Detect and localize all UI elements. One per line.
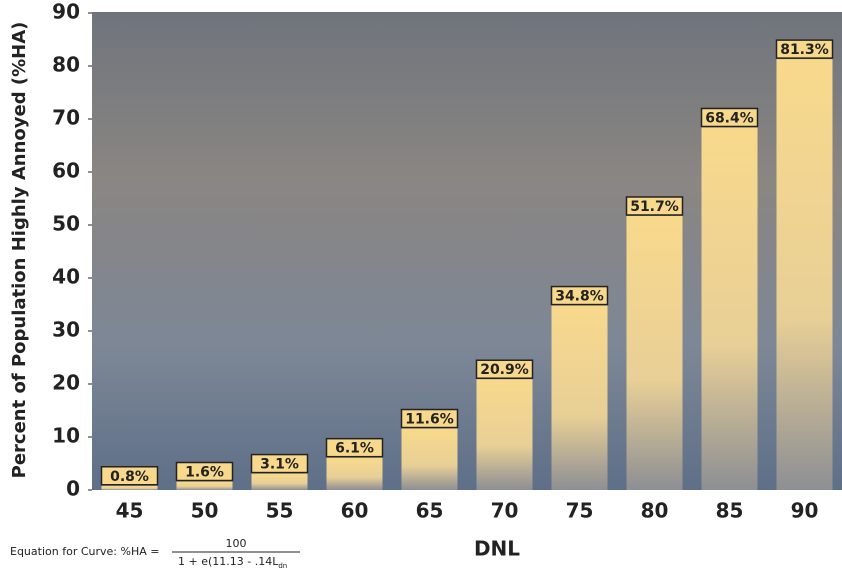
x-tick-label: 50 — [191, 499, 219, 523]
y-axis-label: Percent of Population Highly Annoyed (%H… — [9, 22, 30, 479]
denominator-text: 1 + e(11.13 - .14L — [178, 555, 279, 568]
x-tick-label: 80 — [641, 499, 669, 523]
value-label-box — [250, 453, 309, 474]
denominator-subscript: dn — [278, 562, 287, 570]
y-tick-label: 20 — [52, 371, 80, 395]
bar — [776, 59, 833, 491]
value-label-box — [175, 461, 234, 482]
value-label-box — [475, 359, 534, 379]
value-label-box — [100, 466, 159, 486]
x-tick-label: 55 — [266, 499, 294, 523]
value-label: 34.8% — [555, 289, 604, 305]
x-tick-label: 90 — [791, 499, 819, 523]
value-label: 3.1% — [260, 457, 299, 473]
x-tick-label: 45 — [116, 499, 144, 523]
equation: Equation for Curve: %HA = 100 1 + e(11.1… — [10, 537, 300, 570]
value-label-box — [550, 285, 609, 306]
bar — [551, 305, 608, 490]
y-tick-label: 0 — [66, 477, 80, 501]
y-tick-label: 50 — [52, 212, 80, 236]
bar — [701, 127, 758, 490]
y-tick-label: 10 — [52, 424, 80, 448]
bar — [251, 473, 308, 490]
value-label-box — [700, 107, 759, 128]
value-label: 51.7% — [630, 199, 679, 215]
x-tick-label: 60 — [341, 499, 369, 523]
x-tick-label: 85 — [716, 499, 744, 523]
y-tick-label: 80 — [52, 53, 80, 77]
x-tick-label: 65 — [416, 499, 444, 523]
value-label-box — [325, 437, 384, 458]
y-tick-label: 60 — [52, 159, 80, 183]
value-label-box — [400, 408, 459, 429]
y-tick-label: 40 — [52, 265, 80, 289]
equation-denominator: 1 + e(11.13 - .14Ldn — [178, 555, 287, 570]
value-label: 11.6% — [405, 412, 454, 428]
value-label: 6.1% — [335, 441, 374, 457]
bar — [101, 485, 158, 490]
value-label: 20.9% — [480, 362, 529, 378]
x-tick-label: 70 — [491, 499, 519, 523]
bar — [176, 481, 233, 490]
value-label-box — [775, 39, 834, 59]
x-tick-label: 75 — [566, 499, 594, 523]
equation-numerator: 100 — [226, 537, 247, 550]
value-label: 1.6% — [185, 465, 224, 481]
y-tick-label: 90 — [52, 0, 80, 24]
y-tick-label: 70 — [52, 106, 80, 130]
y-tick-label: 30 — [52, 318, 80, 342]
x-axis-label: DNL — [474, 537, 520, 561]
bar — [401, 428, 458, 490]
value-label: 0.8% — [110, 469, 149, 485]
bar — [626, 215, 683, 491]
bar — [476, 379, 533, 490]
bar — [326, 457, 383, 490]
value-label: 81.3% — [780, 42, 829, 58]
equation-label: Equation for Curve: %HA = — [10, 545, 159, 558]
value-label: 68.4% — [705, 110, 754, 126]
value-label-box — [625, 196, 684, 216]
